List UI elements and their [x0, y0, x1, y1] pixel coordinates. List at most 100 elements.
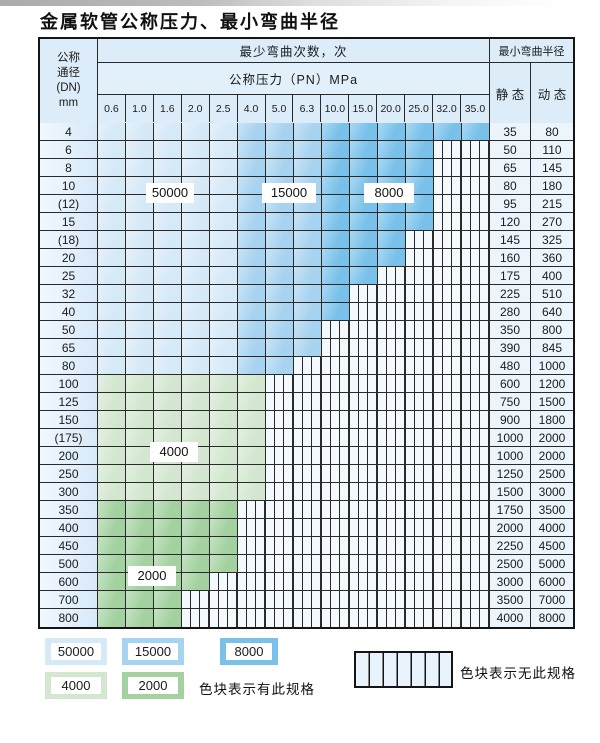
spec-cell-4000: [210, 375, 238, 393]
static-radius-value: 4000: [490, 609, 531, 627]
spec-cell-50000: [210, 339, 238, 357]
spec-cell-50000: [126, 213, 154, 231]
pn-value: 5.0: [266, 95, 294, 122]
no-spec-cell: [378, 411, 406, 429]
no-spec-cell: [322, 483, 350, 501]
spec-cell-8000: [322, 141, 350, 159]
no-spec-cell: [266, 555, 294, 573]
static-radius-value: 390: [490, 339, 531, 357]
spec-cell-4000: [238, 465, 266, 483]
spec-cell-50000: [154, 303, 182, 321]
no-spec-cell: [266, 609, 294, 627]
static-radius-value: 900: [490, 411, 531, 429]
spec-cell-2000: [154, 537, 182, 555]
table-row-dn-175: (175) 1000 2000: [40, 429, 573, 447]
static-dynamic-header: 静 态 动 态: [490, 63, 573, 123]
dynamic-radius-value: 145: [531, 159, 573, 177]
spec-cell-15000: [238, 357, 266, 375]
spec-cell-50000: [98, 339, 126, 357]
dn-cell: 20: [40, 249, 98, 267]
spec-cell-50000: [210, 249, 238, 267]
no-spec-cell: [406, 231, 434, 249]
dynamic-radius-value: 640: [531, 303, 573, 321]
pn-value: 10.0: [321, 95, 350, 122]
table-row-dn-600: 600 3000 6000: [40, 573, 573, 591]
spec-cell-4000: [210, 447, 238, 465]
no-spec-cell: [238, 609, 266, 627]
spec-cell-2000: [98, 519, 126, 537]
table-row-dn-250: 250 1250 2500: [40, 465, 573, 483]
spec-cell-15000: [266, 213, 294, 231]
no-spec-cell: [266, 375, 294, 393]
spec-cell-4000: [238, 483, 266, 501]
no-spec-cell: [378, 357, 406, 375]
spec-cell-4000: [98, 447, 126, 465]
no-spec-cell: [294, 501, 322, 519]
no-spec-cell: [406, 393, 434, 411]
spec-cell-4000: [210, 483, 238, 501]
dn-cell: 200: [40, 447, 98, 465]
spec-cell-15000: [266, 231, 294, 249]
table-row-dn-6: 6 50 110: [40, 141, 573, 159]
no-spec-cell: [462, 141, 490, 159]
dynamic-radius-value: 1500: [531, 393, 573, 411]
spec-cell-4000: [126, 375, 154, 393]
no-spec-cell: [266, 501, 294, 519]
pn-value: 20.0: [377, 95, 406, 122]
spec-cell-8000: [322, 159, 350, 177]
spec-cell-4000: [154, 483, 182, 501]
spec-cell-50000: [182, 249, 210, 267]
dn-cell: 40: [40, 303, 98, 321]
no-spec-cell: [434, 303, 462, 321]
no-spec-cell: [294, 519, 322, 537]
table-row-dn-25: 25 175 400: [40, 267, 573, 285]
spec-cell-15000: [266, 321, 294, 339]
spec-cell-2000: [126, 609, 154, 627]
no-spec-cell: [266, 573, 294, 591]
dynamic-radius-value: 800: [531, 321, 573, 339]
no-spec-cell: [462, 483, 490, 501]
spec-cell-4000: [238, 447, 266, 465]
no-spec-cell: [350, 285, 378, 303]
scan-edge-strip: [0, 0, 568, 6]
dn-cell: 500: [40, 555, 98, 573]
spec-cell-50000: [126, 159, 154, 177]
spec-cell-8000: [434, 123, 462, 141]
spec-cell-50000: [182, 123, 210, 141]
nominal-pressure-header: 公称压力（PN）MPa: [98, 63, 489, 95]
spec-cell-8000: [322, 123, 350, 141]
spec-cell-8000: [378, 213, 406, 231]
dynamic-radius-value: 1000: [531, 357, 573, 375]
static-radius-value: 145: [490, 231, 531, 249]
spec-cell-50000: [98, 159, 126, 177]
spec-cell-4000: [98, 429, 126, 447]
no-spec-cell: [406, 483, 434, 501]
dn-cell: 150: [40, 411, 98, 429]
no-spec-cell: [406, 609, 434, 627]
spec-cell-15000: [294, 141, 322, 159]
spec-cell-8000: [462, 123, 490, 141]
no-spec-cell: [462, 249, 490, 267]
spec-cell-8000: [378, 141, 406, 159]
no-spec-cell: [462, 357, 490, 375]
spec-cell-50000: [210, 321, 238, 339]
spec-cell-50000: [98, 357, 126, 375]
spec-cell-8000: [322, 177, 350, 195]
dynamic-radius-value: 4000: [531, 519, 573, 537]
dn-header: 公称 通径 (DN) mm: [40, 39, 98, 123]
spec-cell-15000: [294, 267, 322, 285]
no-spec-cell: [462, 447, 490, 465]
spec-cell-2000: [182, 519, 210, 537]
spec-cell-15000: [238, 159, 266, 177]
dn-header-line: (DN): [56, 82, 81, 94]
no-spec-cell: [350, 339, 378, 357]
no-spec-cell: [462, 195, 490, 213]
no-spec-cell: [210, 591, 238, 609]
no-spec-cell: [462, 213, 490, 231]
table-row-dn-20: 20 160 360: [40, 249, 573, 267]
spec-cell-15000: [266, 141, 294, 159]
no-spec-cell: [238, 573, 266, 591]
table-row-dn-65: 65 390 845: [40, 339, 573, 357]
no-spec-cell: [322, 519, 350, 537]
